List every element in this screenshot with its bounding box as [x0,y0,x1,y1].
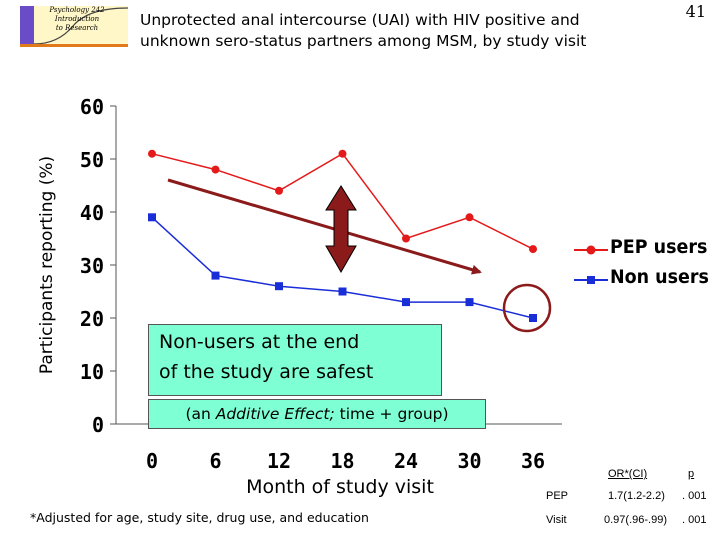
series-group [148,149,537,322]
y-tick-label: 0 [92,413,104,437]
data-point [211,165,220,174]
data-point [529,245,537,254]
or-header: OR*(CI) [608,468,648,480]
highlight-circle [502,283,552,333]
data-point [402,234,410,243]
y-tick-label: 30 [80,254,104,278]
y-tick-labels: 0 10 20 30 40 50 60 [80,95,104,437]
x-tick-label: 24 [394,449,418,473]
data-point [338,149,347,158]
data-point [465,213,474,222]
x-tick-label: 36 [521,449,545,473]
or-row-label: PEP [546,490,569,502]
legend-label-pep: PEP users [610,236,708,258]
data-point [148,149,156,158]
data-point [148,213,156,222]
logo-graphic [20,6,129,47]
x-tick-label: 12 [267,449,291,473]
data-point [275,186,283,195]
legend-item-pep: PEP users [570,236,710,264]
callout-additive-effect: (an Additive Effect; time + group) [148,399,486,429]
or-row-p: . 001 [682,514,707,526]
y-tick-label: 40 [80,201,104,225]
x-tick-label: 18 [330,449,354,473]
legend-swatch-non [574,276,608,284]
x-axis-label: Month of study visit [246,476,434,498]
page-number: 41 [685,2,706,21]
x-tick-label: 6 [209,449,221,473]
legend-label-non: Non users [610,266,709,288]
y-tick-label: 60 [80,95,104,119]
footnote: *Adjusted for age, study site, drug use,… [30,510,369,525]
data-point [338,287,347,296]
data-point [529,314,537,322]
callout-line-1: Non-users at the end [159,331,360,353]
x-tick-label: 0 [146,449,158,473]
or-row-p: . 001 [682,490,707,502]
chart-legend: PEP users Non users [570,234,709,296]
or-row-value: 0.97(.96-.99) [604,514,667,526]
callout-safest: Non-users at the end of the study are sa… [148,324,442,396]
data-point [211,271,220,280]
slide-title: Unprotected anal intercourse (UAI) with … [140,10,640,52]
x-tick-label: 30 [457,449,481,473]
y-tick-label: 20 [80,307,104,331]
logo-text: Psychology 242 Introduction to Research [49,6,105,32]
y-tick-label: 10 [80,360,104,384]
callout-line-2: of the study are safest [159,361,374,383]
y-tick-label: 50 [80,148,104,172]
title-line-2: unknown sero-status partners among MSM, … [140,32,587,50]
p-header: p [688,468,695,480]
data-point [275,282,283,291]
odds-ratio-table: OR*(CI) p PEP 1.7(1.2-2.2) . 001 Visit 0… [542,462,717,534]
course-logo [18,4,130,48]
or-row-label: Visit [546,514,567,526]
data-point [465,298,474,307]
double-arrow [325,185,357,274]
title-line-1: Unprotected anal intercourse (UAI) with … [140,11,580,29]
x-tick-labels: 0 6 12 18 24 30 36 [146,449,545,473]
legend-item-non: Non users [570,266,710,294]
data-point [402,298,410,307]
trend-arrow [167,178,482,275]
legend-swatch-pep [574,245,608,255]
or-row-value: 1.7(1.2-2.2) [608,490,665,502]
